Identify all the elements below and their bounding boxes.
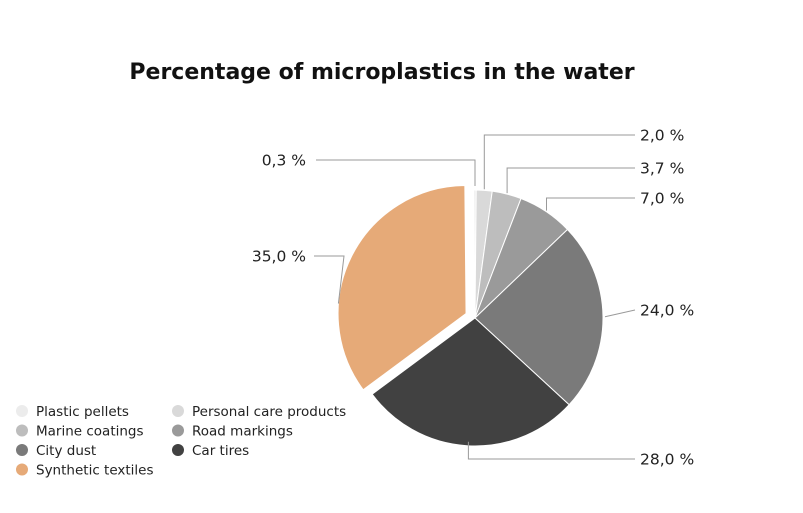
chart-title: Percentage of microplastics in the water: [129, 60, 634, 85]
pie-slices: [337, 185, 604, 447]
legend-swatch: [172, 424, 184, 437]
legend-item-plastic-pellets: Plastic pellets: [16, 404, 129, 420]
legend-label: City dust: [36, 443, 96, 459]
leader-line-plastic-pellets: [316, 159, 476, 186]
data-label-city-dust: 24,0 %: [640, 302, 694, 320]
legend-item-personal-care-products: Personal care products: [172, 404, 346, 420]
leader-line-city-dust: [604, 309, 636, 318]
pie-slice-city-dust: [474, 228, 604, 406]
legend-swatch: [16, 424, 28, 437]
legend-swatch: [172, 405, 184, 417]
data-label-plastic-pellets: 0,3 %: [262, 152, 306, 170]
data-label-road-markings: 7,0 %: [640, 190, 684, 208]
legend-label: Marine coatings: [36, 424, 144, 440]
legend-item-marine-coatings: Marine coatings: [16, 424, 144, 440]
legend-item-road-markings: Road markings: [172, 424, 293, 440]
legend-label: Synthetic textiles: [36, 463, 154, 479]
legend-item-city-dust: City dust: [16, 443, 96, 459]
legend-label: Road markings: [192, 424, 293, 440]
legend-item-car-tires: Car tires: [172, 443, 249, 459]
leader-line-synthetic-textiles: [314, 255, 345, 304]
leader-lines: [314, 134, 636, 460]
legend-label: Personal care products: [192, 404, 346, 420]
legend-swatch: [16, 444, 28, 456]
leader-line-marine-coatings: [506, 167, 635, 194]
legend-swatch: [172, 444, 184, 456]
legend-swatch: [16, 405, 28, 417]
legend: Plastic pellets Personal care products Mar…: [16, 404, 346, 479]
pie-slice-synthetic-textiles: [337, 185, 467, 391]
legend-item-synthetic-textiles: Synthetic textiles: [16, 463, 154, 479]
data-labels: 0,3 % 2,0 % 3,7 % 7,0 % 24,0 % 28,0 % 35,0 %: [252, 127, 694, 469]
leader-line-personal-care-products: [483, 134, 635, 190]
data-label-synthetic-textiles: 35,0 %: [252, 248, 306, 266]
data-label-personal-care-products: 2,0 %: [640, 127, 684, 145]
legend-label: Plastic pellets: [36, 404, 129, 420]
legend-label: Car tires: [192, 443, 249, 459]
legend-swatch: [16, 463, 28, 476]
data-label-car-tires: 28,0 %: [640, 451, 694, 469]
data-label-marine-coatings: 3,7 %: [640, 160, 684, 178]
leader-line-road-markings: [546, 197, 635, 211]
leader-line-car-tires: [467, 441, 635, 460]
